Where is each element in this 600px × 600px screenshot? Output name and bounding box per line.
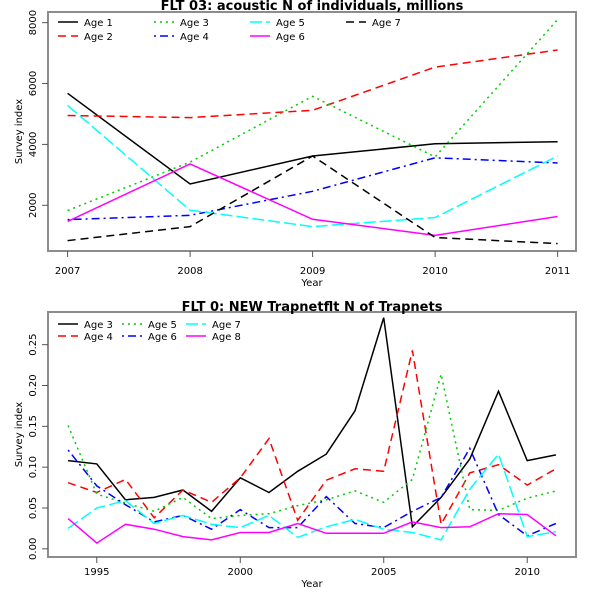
series-line-age-5 [67,373,557,520]
y-tick-label: 0.20 [28,374,39,396]
legend-label: Age 5 [148,320,177,331]
plot-frame [47,11,577,252]
series-line-age-6 [67,446,557,537]
x-tick-label: 1995 [84,567,109,578]
x-tick-label: 2000 [228,567,253,578]
legend: Age 1 Age 2 Age 3 Age 4 Age 5 Age 6 Age 7 [58,18,401,43]
series-line-age-3 [67,19,559,212]
legend-label: Age 5 [276,18,305,29]
chart-title: FLT 03: acoustic N of individuals, milli… [161,0,464,14]
y-axis-label: Survey index [14,402,25,467]
legend-label: Age 8 [212,332,241,343]
x-tick-label: 2011 [545,266,570,277]
y-tick-label: 0.25 [28,334,39,356]
series-line-age-3 [68,317,557,529]
y-tick-label: 4000 [28,132,39,157]
x-axis-label: Year [300,579,323,590]
chart-panel-1: FLT 03: acoustic N of individuals, milli… [14,0,577,289]
y-tick-label: 0.10 [28,456,39,478]
x-tick-label: 2010 [422,266,447,277]
series-line-age-6 [67,163,558,237]
legend-label: Age 1 [84,18,113,29]
series-line-age-2 [67,49,558,119]
y-tick-label: 0.00 [28,538,39,560]
y-tick-label: 6000 [28,71,39,96]
legend-label: Age 3 [84,320,113,331]
chart-panel-2: FLT 0: NEW Trapnetflt N of Trapnets 1995 2… [14,300,577,590]
legend-label: Age 6 [148,332,177,343]
y-axis-label: Survey index [14,99,25,164]
plot-frame [47,311,577,558]
legend-label: Age 6 [276,32,305,43]
series-line-age-4 [67,157,558,221]
series-line-age-7 [67,155,558,245]
legend-label: Age 4 [180,32,209,43]
series-line-age-7 [67,452,557,541]
series-line-age-4 [67,350,557,527]
series-line-age-8 [67,512,557,545]
x-tick-label: 2010 [514,567,539,578]
legend-label: Age 3 [180,18,209,29]
y-tick-label: 2000 [28,193,39,218]
x-tick-label: 2008 [177,266,202,277]
series-line-age-1 [67,92,558,185]
x-tick-label: 2009 [300,266,325,277]
y-tick-label: 0.05 [28,497,39,519]
x-tick-label: 2007 [55,266,80,277]
chart-title: FLT 0: NEW Trapnetflt N of Trapnets [182,300,443,315]
y-tick-label: 0.15 [28,415,39,437]
legend-label: Age 7 [212,320,241,331]
legend-label: Age 2 [84,32,113,43]
x-axis-label: Year [300,278,323,289]
legend-label: Age 4 [84,332,113,343]
legend-label: Age 7 [372,18,401,29]
y-tick-label: 8000 [28,10,39,35]
x-tick-label: 2005 [371,567,396,578]
series-line-age-5 [67,104,558,228]
